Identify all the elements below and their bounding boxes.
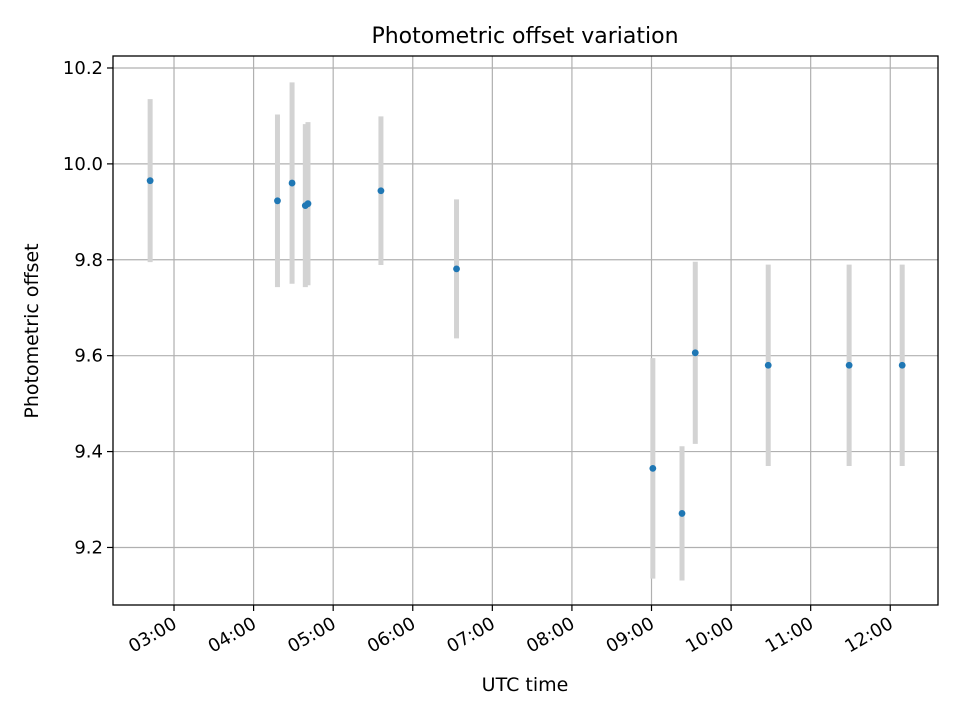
data-point (288, 179, 296, 187)
data-point (691, 349, 699, 357)
chart-title: Photometric offset variation (371, 24, 678, 49)
y-tick-label: 9.4 (74, 442, 103, 463)
y-axis-ticks: 9.2 9.4 9.6 9.8 10.0 10.2 (63, 58, 113, 558)
x-axis-label: UTC time (482, 674, 569, 696)
point-layer (146, 177, 906, 517)
data-point (898, 361, 906, 369)
data-point (764, 361, 772, 369)
data-point (649, 464, 657, 472)
y-tick-label: 9.8 (74, 250, 103, 271)
y-tick-label: 10.2 (63, 58, 103, 79)
plot-area (112, 55, 939, 606)
data-point (304, 200, 312, 208)
grid-layer (113, 56, 938, 605)
data-point (678, 510, 686, 517)
y-tick-label: 9.2 (74, 537, 103, 558)
data-point (453, 265, 460, 273)
plot-frame (112, 55, 939, 606)
y-axis-label: Photometric offset (21, 243, 43, 418)
data-point (377, 187, 385, 195)
data-point (146, 177, 154, 185)
data-point (274, 197, 281, 205)
data-point (845, 361, 853, 369)
y-tick-label: 10.0 (63, 154, 103, 175)
y-tick-label: 9.6 (74, 346, 103, 367)
